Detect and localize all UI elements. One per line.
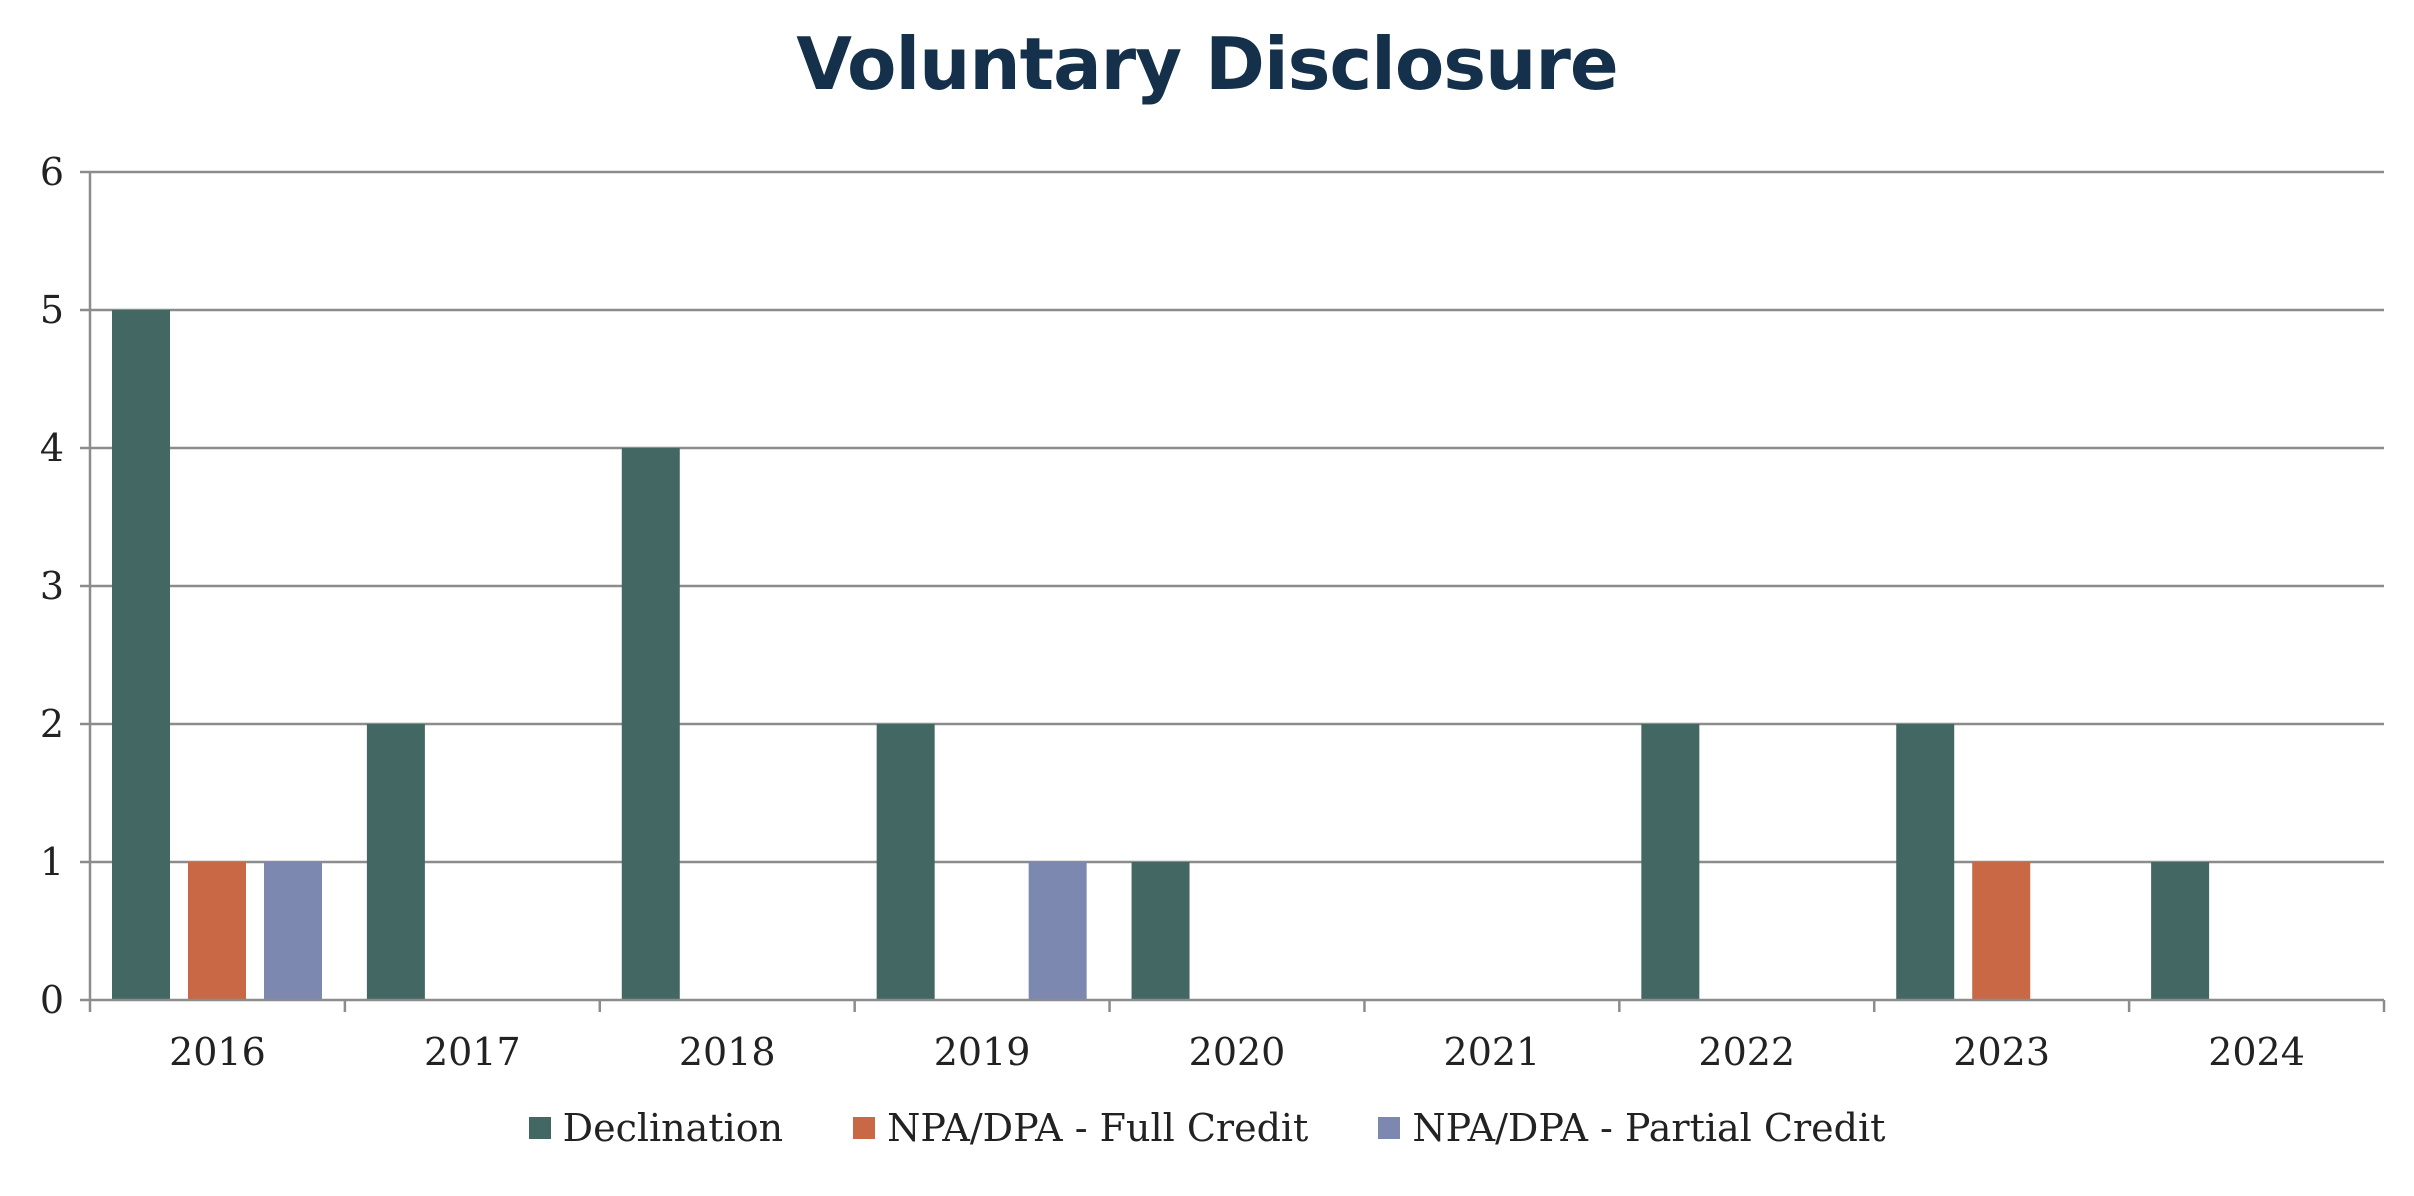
bar-declination-2022: [1641, 724, 1700, 1000]
x-tick-label: 2023: [1953, 1030, 2050, 1074]
legend-label: Declination: [562, 1106, 784, 1150]
x-tick-label: 2024: [2208, 1030, 2305, 1074]
chart-title: Voluntary Disclosure: [796, 22, 1619, 106]
x-tick-label: 2022: [1698, 1030, 1795, 1074]
y-tick-labels: 0 1 2 3 4 5 6: [40, 150, 64, 1022]
legend: Declination NPA/DPA - Full Credit NPA/DPA …: [0, 1106, 2414, 1150]
bar-declination-2019: [876, 724, 935, 1000]
y-tick-label: 1: [40, 840, 64, 884]
gridlines: [90, 170, 2384, 864]
y-tick-label: 0: [40, 978, 64, 1022]
y-tick-label: 5: [40, 288, 64, 332]
y-tick-label: 4: [40, 426, 64, 470]
bar-chart: 0 1 2 3 4 5 6 2016 2017 2018 2019 2020 2021 2022 2023…: [40, 150, 2386, 1074]
legend-item: Declination: [528, 1106, 784, 1150]
legend-swatch: [528, 1117, 551, 1139]
x-tick-label: 2021: [1444, 1030, 1541, 1074]
x-tick-label: 2018: [679, 1030, 776, 1074]
x-tick-label: 2020: [1189, 1030, 1286, 1074]
x-tick-label: 2017: [424, 1030, 521, 1074]
bar-declination-2020: [1131, 862, 1190, 1000]
x-tick-label: 2016: [169, 1030, 266, 1074]
bar-declination-2018: [621, 448, 680, 1000]
bar-declination-2016: [112, 310, 170, 1000]
bar-npa-dpa-partial-credit-2016: [264, 862, 322, 1000]
legend-swatch: [1378, 1117, 1401, 1139]
bars: [112, 310, 2210, 1000]
bar-declination-2017: [366, 724, 425, 1000]
bar-declination-2024: [2151, 862, 2210, 1000]
bar-declination-2023: [1896, 724, 1955, 1000]
y-tick-label: 3: [40, 564, 64, 608]
legend-swatch: [853, 1117, 876, 1139]
y-tick-label: 6: [40, 150, 64, 194]
legend-item: NPA/DPA - Full Credit: [853, 1106, 1308, 1150]
bar-npa-dpa-partial-credit-2019: [1028, 862, 1087, 1000]
legend-item: NPA/DPA - Partial Credit: [1378, 1106, 1885, 1150]
legend-label: NPA/DPA - Full Credit: [887, 1106, 1309, 1150]
x-tick-labels: 2016 2017 2018 2019 2020 2021 2022 2023 2024: [169, 1030, 2305, 1074]
axes: [80, 170, 2386, 1012]
legend-label: NPA/DPA - Partial Credit: [1412, 1106, 1886, 1150]
bar-npa-dpa-full-credit-2023: [1972, 862, 2031, 1000]
y-tick-label: 2: [40, 702, 64, 746]
bar-npa-dpa-full-credit-2016: [188, 862, 246, 1000]
x-tick-label: 2019: [934, 1030, 1031, 1074]
